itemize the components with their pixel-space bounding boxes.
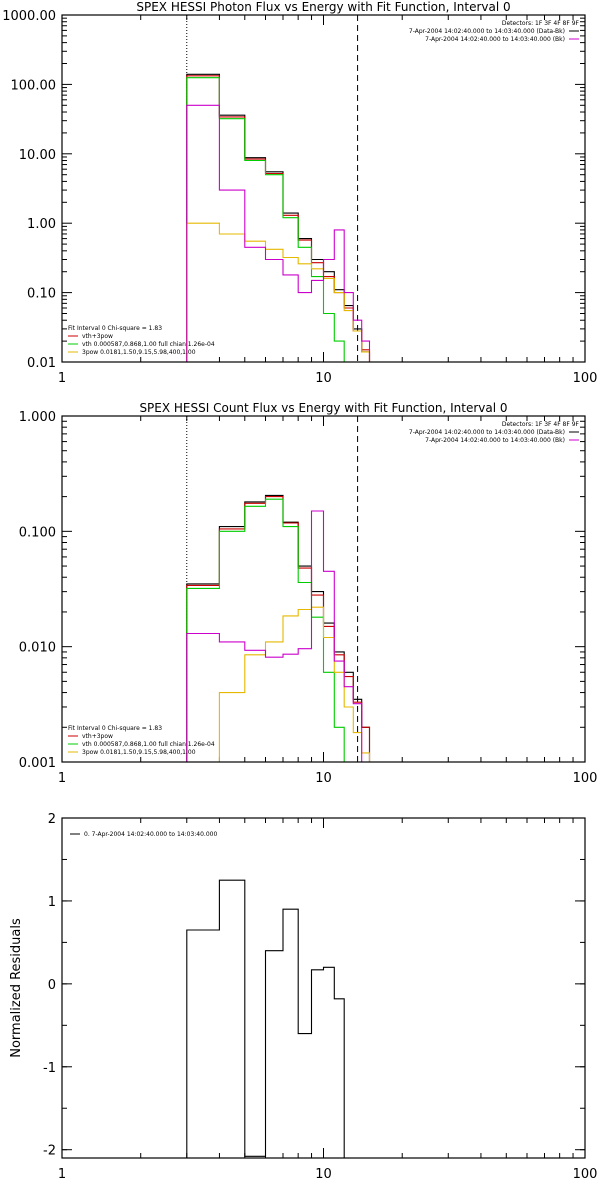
y-tick-label: 0.001 [19,756,56,771]
series-line-2 [186,498,354,762]
legend-entry: 7-Apr-2004 14:02:40.000 to 14:03:40.000 … [409,28,565,35]
series-line-3 [186,606,377,762]
x-tick-label: 1 [58,371,66,386]
series-line-4 [186,104,371,362]
legend-entry: vth+3pow [82,333,113,340]
series-line-1 [186,75,371,362]
chart-title: SPEX HESSI Count Flux vs Energy with Fit… [139,401,507,415]
y-tick-label: 0 [48,978,56,993]
y-tick-label: 1 [48,895,56,910]
legend-entry: vth 0.000587,0.868,1.00 full chian 1.26e… [82,741,215,748]
y-tick-label: 1.000 [19,410,56,425]
legend-entry: 3pow 0.0181,1.50,9.15,5.98,400,1.00 [82,749,196,756]
y-tick-label: 0.10 [27,287,56,302]
legend-entry: vth 0.000587,0.868,1.00 full chian 1.26e… [82,341,215,348]
series-line-1 [186,496,371,762]
y-tick-label: 0.010 [19,641,56,656]
y-tick-label: 1.00 [27,217,56,232]
x-tick-label: 100 [573,1167,598,1182]
series-line-0 [186,879,345,1158]
legend-entry: 0. 7-Apr-2004 14:02:40.000 to 14:03:40.0… [84,831,217,838]
legend-entry: 3pow 0.0181,1.50,9.15,5.98,400,1.00 [82,349,196,356]
legend-entry: Detectors: 1F 3F 4F 8F 9F [502,20,580,27]
y-tick-label: 1000.00 [2,9,56,24]
plot-frame [61,14,586,363]
y-tick-label: 10.00 [19,148,56,163]
series-line-2 [186,77,370,362]
legend-entry: Fit Interval 0 Chi-square = 1.83 [68,325,162,332]
y-tick-label: 0.01 [27,356,56,371]
legend-entry: Detectors: 1F 3F 4F 8F 9F [502,421,580,428]
x-tick-label: 1 [58,771,66,786]
legend-entry: vth+3pow [82,733,113,740]
legend-entry: 7-Apr-2004 14:02:40.000 to 14:03:40.000 … [409,429,565,436]
x-tick-label: 10 [315,371,332,386]
x-tick-label: 10 [315,1167,332,1182]
y-tick-label: -1 [43,1061,56,1076]
y-tick-label: 100.00 [11,78,57,93]
legend-entry: Fit Interval 0 Chi-square = 1.83 [68,725,162,732]
x-tick-label: 100 [573,371,598,386]
x-tick-label: 100 [573,771,598,786]
chart-title: SPEX HESSI Photon Flux vs Energy with Fi… [136,0,510,14]
series-line-0 [186,494,371,762]
plot-frame [61,415,586,763]
x-tick-label: 10 [315,771,332,786]
x-tick-label: 1 [58,1167,66,1182]
legend-entry: 7-Apr-2004 14:02:40.000 to 14:03:40.000 … [425,437,565,444]
series-line-4 [186,510,363,762]
y-tick-label: -2 [43,1144,56,1159]
y-tick-label: 0.100 [19,525,56,540]
legend-entry: 7-Apr-2004 14:02:40.000 to 14:03:40.000 … [425,36,565,43]
plot-frame [61,817,586,1159]
y-axis-label: Normalized Residuals [9,918,24,1058]
y-tick-label: 2 [48,812,56,827]
series-line-0 [186,73,371,362]
